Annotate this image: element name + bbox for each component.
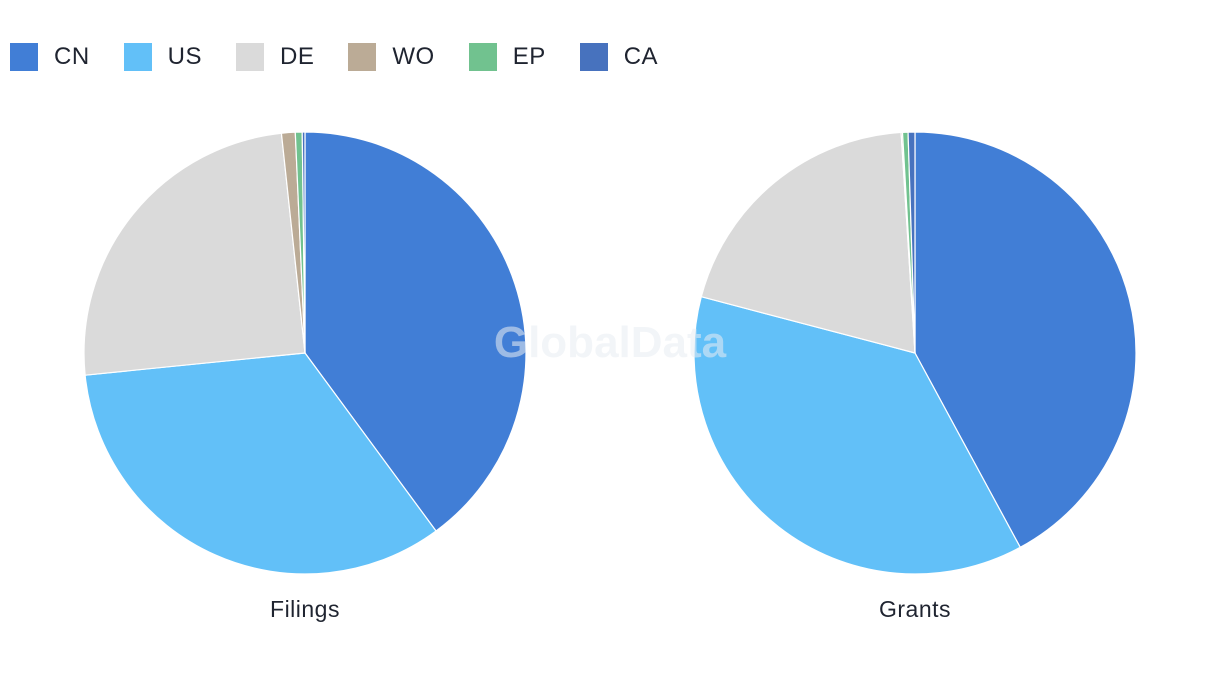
pie-slice-filings-ca[interactable] [301, 131, 306, 354]
chart-title-grants: Grants [879, 596, 951, 622]
pie-slice-grants-ca[interactable] [907, 131, 916, 354]
pie-slice-filings-de[interactable] [83, 132, 306, 376]
pie-chart-grants [693, 131, 1137, 575]
pie-slice-grants-us[interactable] [693, 296, 1021, 575]
legend: CN US DE WO EP CA [10, 42, 692, 72]
legend-label-ca: CA [623, 43, 659, 70]
legend-label-us: US [167, 43, 203, 70]
legend-label-ep: EP [512, 43, 546, 70]
legend-swatch-cn [10, 43, 38, 71]
legend-swatch-de [236, 43, 265, 71]
legend-label-cn: CN [54, 43, 90, 70]
legend-item-ep[interactable]: EP [468, 43, 546, 71]
chart-title-filings: Filings [270, 596, 340, 622]
legend-item-de[interactable]: DE [236, 43, 314, 71]
legend-item-ca[interactable]: CA [579, 43, 659, 71]
pie-slice-filings-cn[interactable] [304, 131, 527, 532]
legend-item-cn[interactable]: CN [10, 43, 90, 71]
legend-label-wo: WO [392, 43, 435, 70]
legend-swatch-ep [468, 43, 497, 71]
pie-slice-filings-us[interactable] [84, 352, 437, 575]
pie-chart-filings [83, 131, 527, 575]
pie-slice-grants-cn[interactable] [914, 131, 1137, 548]
legend-swatch-us [123, 43, 152, 71]
legend-item-wo[interactable]: WO [348, 43, 434, 71]
legend-swatch-ca [579, 43, 608, 71]
legend-item-us[interactable]: US [123, 43, 203, 71]
pie-slice-grants-de[interactable] [700, 131, 916, 354]
legend-swatch-wo [348, 43, 377, 71]
legend-label-de: DE [280, 43, 315, 70]
